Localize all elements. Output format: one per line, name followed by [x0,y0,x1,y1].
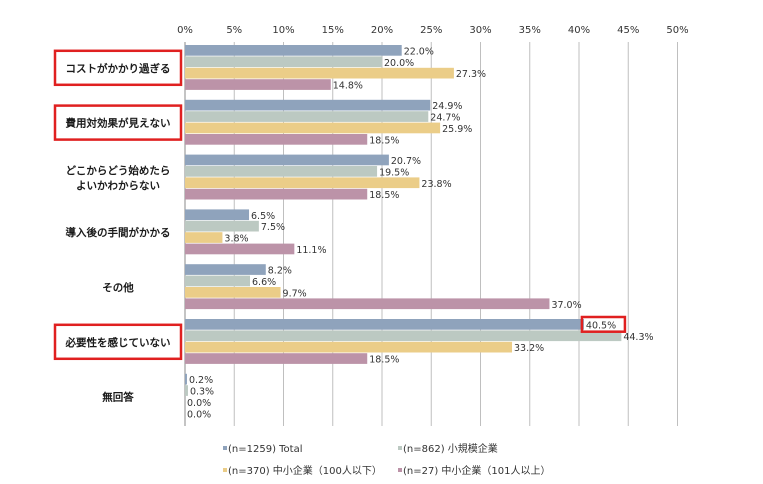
legend-swatch [398,446,402,450]
value-label: 18.5% [369,135,399,146]
value-label: 24.7% [430,113,460,124]
category-highlight-box [53,104,183,141]
x-tick-label: 15% [322,25,344,36]
bars [185,45,622,396]
bar [185,275,251,287]
value-label: 3.8% [224,234,248,245]
value-label: 33.2% [514,343,544,354]
legend-swatch [223,468,227,472]
value-label: 0.3% [190,387,214,398]
x-axis-tick-labels: 0% 5% 10% 15% 20% 25% 30% 35% 40% 45% 50% [177,25,689,36]
value-label: 37.0% [551,300,581,311]
value-label: 19.5% [379,167,409,178]
value-label: 6.5% [251,211,275,222]
legend-swatch [223,446,227,450]
category-highlight-box [53,49,183,87]
bar [185,243,295,255]
bar [185,99,431,111]
bar [185,154,389,166]
legend-label: (n=27) 中小企業（101人以上） [403,464,551,477]
x-tick-label: 35% [519,25,541,36]
value-label: 23.8% [421,179,451,190]
bar [185,353,368,364]
bar [185,298,550,310]
x-tick-label: 10% [272,25,294,36]
highlight-box [580,315,627,333]
x-tick-label: 40% [568,25,590,36]
bar [185,319,584,330]
value-label: 6.6% [252,277,276,288]
value-label: 18.5% [369,190,399,201]
value-label: 18.5% [369,355,399,366]
bar [185,385,188,396]
category-label: その他 [102,281,134,294]
value-label: 14.8% [333,81,363,92]
category-label: 導入後の手間がかかる [66,226,171,239]
legend-swatch [398,468,402,472]
value-label: 7.5% [261,222,285,233]
value-label: 0.0% [187,409,211,420]
value-label: 40.5% [586,320,616,331]
x-tick-label: 50% [666,25,688,36]
x-tick-label: 25% [420,25,442,36]
legend-label: (n=370) 中小企業（100人以下） [228,464,382,477]
bar [185,232,223,243]
bar [185,264,266,275]
value-labels: 22.0%20.0% 27.3% 14.8% 24.9%24.7%25.9% 18.5%… [187,46,654,420]
value-label: 9.7% [283,288,307,299]
bar [185,166,378,177]
value-label: 20.7% [391,156,421,167]
value-label: 11.1% [296,245,326,256]
category-label: 無回答 [102,391,134,404]
x-tick-label: 30% [469,25,491,36]
bar [185,209,250,221]
legend-label: (n=1259) Total [228,444,303,455]
bar [185,134,368,145]
x-tick-label: 20% [371,25,393,36]
bar [185,111,429,122]
x-tick-label: 0% [177,25,193,36]
value-label: 44.3% [623,332,653,343]
category-labels: コストがかかり過ぎる費用対効果が見えないどこからどう始めたらよいかわからない導入… [53,49,183,404]
bar [185,341,513,353]
value-label: 0.0% [187,398,211,409]
category-highlight-box [53,323,183,361]
value-label: 25.9% [442,124,472,135]
bar [185,45,402,56]
bar [185,330,622,342]
category-label: コストがかかり過ぎる [66,62,171,75]
value-label: 8.2% [268,266,292,277]
value-label: 0.2% [189,375,213,386]
value-label: 27.3% [456,69,486,80]
bar [185,373,187,385]
value-label: 24.9% [432,101,462,112]
bar [185,188,368,200]
x-tick-label: 5% [226,25,242,36]
bar [185,79,331,90]
category-label: 必要性を感じていない [65,336,171,349]
bar [185,67,454,79]
bar [185,287,281,298]
legend-label: (n=862) 小規模企業 [403,442,498,455]
bar [185,177,420,189]
value-label: 22.0% [404,46,434,57]
bar [185,220,259,232]
bar [185,122,441,134]
category-label: どこからどう始めたら [66,164,171,177]
category-label: 費用対効果が見えない [66,117,171,130]
legend: (n=1259) Total (n=862) 小規模企業 (n=370) 中小企業（… [223,442,551,477]
value-label: 20.0% [384,58,414,69]
bar [185,56,382,68]
x-tick-label: 45% [617,25,639,36]
category-label: よいかわからない [76,180,160,192]
grid-lines [184,42,678,426]
